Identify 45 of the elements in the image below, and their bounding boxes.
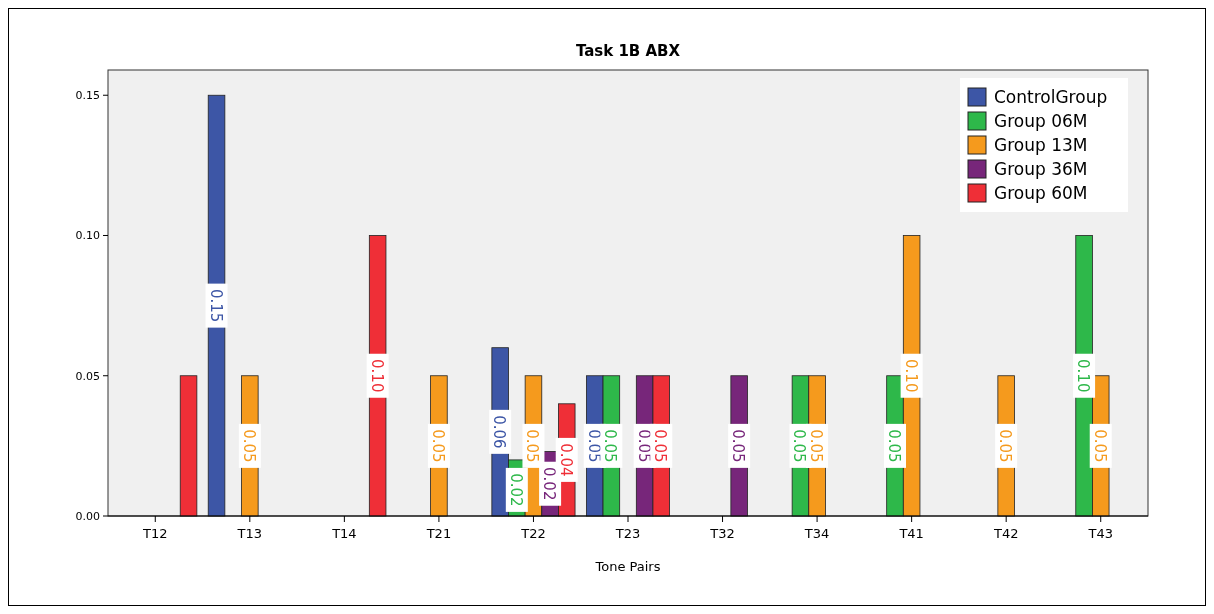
x-axis-title: Tone Pairs — [594, 559, 661, 574]
data-label: 0.05 — [1090, 429, 1109, 463]
bar — [207, 94, 226, 517]
data-label: 0.05 — [239, 429, 258, 463]
y-tick-label: 0.05 — [75, 369, 100, 383]
legend-label: ControlGroup — [994, 87, 1108, 107]
legend-label: Group 60M — [994, 183, 1088, 203]
data-label: 0.02 — [506, 473, 525, 507]
y-tick-label: 0.15 — [75, 89, 100, 103]
legend-label: Group 13M — [994, 135, 1088, 155]
x-tick-label: T13 — [236, 526, 263, 541]
data-label: 0.05 — [523, 429, 542, 463]
legend-label: Group 06M — [994, 111, 1088, 131]
x-tick-label: T23 — [614, 526, 641, 541]
data-label: 0.05 — [996, 429, 1015, 463]
data-label: 0.04 — [556, 443, 575, 477]
data-label: 0.15 — [206, 288, 225, 323]
data-label: 0.05 — [634, 429, 653, 463]
data-label: 0.06 — [490, 415, 509, 449]
data-label: 0.10 — [901, 359, 920, 393]
y-tick-label: 0.10 — [75, 229, 100, 243]
data-label: 0.05 — [651, 429, 670, 463]
data-label: 0.02 — [540, 467, 559, 501]
x-tick-label: T42 — [992, 526, 1019, 541]
y-tick-label: 0.00 — [75, 510, 100, 523]
x-tick-label: T32 — [709, 526, 735, 541]
x-tick-label: T34 — [803, 526, 830, 541]
data-label: 0.05 — [584, 429, 603, 463]
x-tick-label: T43 — [1087, 526, 1113, 541]
data-label: 0.10 — [1074, 359, 1093, 393]
x-tick-label: T21 — [425, 526, 452, 541]
bar — [179, 375, 198, 517]
data-label: 0.05 — [790, 429, 809, 463]
x-tick-label: T14 — [331, 526, 357, 541]
data-label: 0.05 — [601, 429, 620, 463]
data-label: 0.10 — [367, 359, 386, 393]
x-tick-label: T22 — [520, 526, 546, 541]
legend-label: Group 36M — [994, 159, 1088, 179]
data-label: 0.05 — [729, 429, 748, 463]
data-label: 0.05 — [885, 429, 903, 463]
data-label: 0.05 — [428, 429, 447, 463]
x-tick-label: T12 — [142, 526, 168, 541]
x-tick-label: T41 — [898, 526, 924, 541]
chart-title: Task 1B ABX — [575, 42, 681, 60]
data-label: 0.05 — [807, 429, 826, 463]
